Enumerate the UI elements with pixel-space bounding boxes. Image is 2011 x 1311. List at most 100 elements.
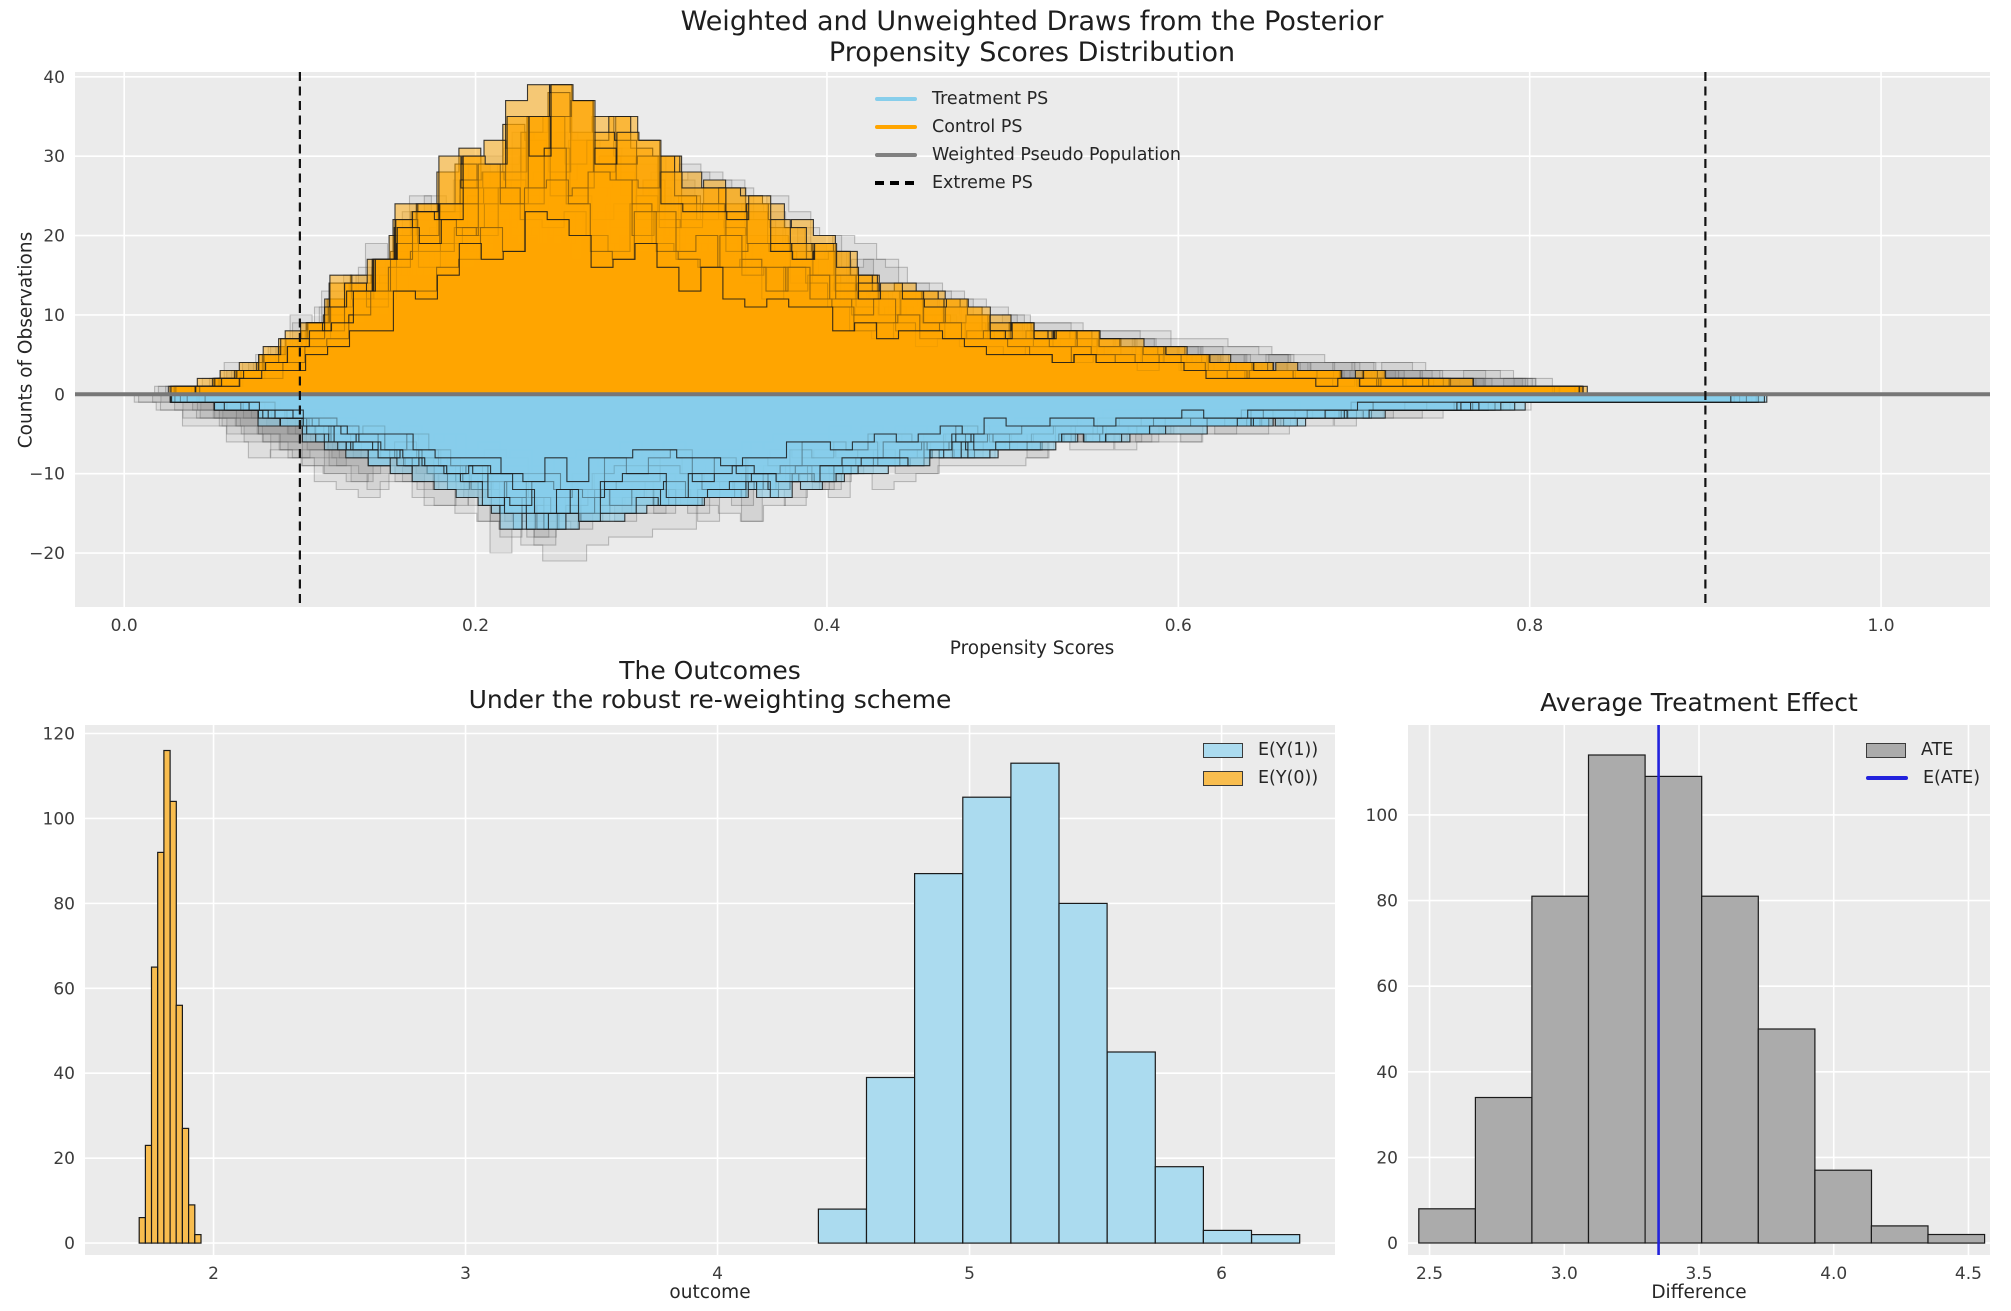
- top-chart-xlabel: Propensity Scores: [949, 638, 1115, 659]
- legend-patch-swatch: [1203, 770, 1243, 786]
- legend-label: Treatment PS: [932, 89, 1049, 109]
- outcomes-chart-legend: E(Y(1)) E(Y(0)): [1203, 736, 1318, 792]
- legend-item: Control PS: [875, 113, 1181, 141]
- y-tick-label: 60: [1376, 977, 1398, 997]
- e-y-1--bar: [1106, 1051, 1156, 1244]
- top-chart-title-line1: Weighted and Unweighted Draws from the P…: [680, 6, 1384, 37]
- y-tick-label: 40: [53, 1064, 75, 1084]
- x-tick-label: 4: [712, 1264, 723, 1284]
- ate-chart-xlabel: Difference: [1651, 1282, 1747, 1303]
- y-tick-label: 40: [1376, 1063, 1398, 1083]
- e-y-1--bar: [1202, 1229, 1253, 1244]
- legend-item: ATE: [1866, 736, 1980, 764]
- x-tick-label: 5: [964, 1264, 975, 1284]
- e-y-0--bar: [188, 1204, 196, 1244]
- legend-dashed-line-swatch: [875, 181, 917, 185]
- y-tick-label: −20: [29, 544, 65, 564]
- e-y-1--bar: [1154, 1166, 1205, 1244]
- x-tick-label: 2.5: [1416, 1264, 1443, 1284]
- page-title: Weighted and Unweighted Draws from the P…: [681, 6, 1384, 68]
- legend-label: Control PS: [932, 117, 1023, 137]
- y-tick-label: 60: [53, 979, 75, 999]
- treatment-ps-histogram-draw: [171, 393, 1732, 483]
- e-y-0--bar: [150, 966, 159, 1244]
- ate-chart-legend: ATE E(ATE): [1866, 736, 1980, 792]
- ate-bar: [1474, 1096, 1533, 1244]
- e-y-0--bar: [175, 1004, 183, 1244]
- e-y-0--bar: [138, 1216, 146, 1244]
- ate-bar: [1870, 1225, 1929, 1244]
- y-tick-label: 0: [1387, 1234, 1398, 1254]
- ate-bar: [1814, 1169, 1873, 1244]
- x-tick-label: 0.6: [1165, 616, 1192, 636]
- legend-label: E(ATE): [1923, 768, 1981, 788]
- e-y-1--bar: [817, 1208, 868, 1244]
- y-tick-label: 10: [43, 306, 65, 326]
- ate-bar: [1587, 754, 1646, 1244]
- x-tick-label: 6: [1216, 1264, 1227, 1284]
- legend-label: E(Y(0)): [1258, 768, 1319, 788]
- legend-label: ATE: [1921, 740, 1954, 760]
- y-tick-label: 100: [43, 809, 75, 829]
- y-tick-label: 120: [43, 724, 75, 744]
- ate-chart-title: Average Treatment Effect: [1540, 688, 1858, 717]
- e-y-1--bar: [865, 1076, 916, 1244]
- x-tick-label: 3: [460, 1264, 471, 1284]
- ate-bar: [1531, 895, 1590, 1244]
- e-y-0--bar: [194, 1233, 202, 1244]
- ate-bar: [1644, 775, 1703, 1244]
- ate-bar: [1418, 1208, 1477, 1244]
- legend-line-swatch: [875, 97, 917, 101]
- ate-title-line1: Average Treatment Effect: [1540, 688, 1858, 717]
- e-y-1--bar: [962, 796, 1012, 1244]
- control-ps-histogram-draw: [195, 211, 1580, 395]
- x-tick-label: 3.0: [1551, 1264, 1578, 1284]
- legend-label: Extreme PS: [932, 173, 1033, 193]
- x-tick-label: 2: [208, 1264, 219, 1284]
- outcomes-title-line2: Under the robust re-weighting scheme: [468, 685, 952, 714]
- e-y-0--bar: [169, 800, 177, 1244]
- y-tick-label: 20: [43, 227, 65, 247]
- legend-label: Weighted Pseudo Population: [932, 145, 1181, 165]
- e-y-0--bar: [181, 1127, 190, 1244]
- x-tick-label: 0.2: [462, 616, 489, 636]
- e-y-1--bar: [1058, 902, 1108, 1244]
- x-tick-label: 4.5: [1955, 1264, 1982, 1284]
- y-tick-label: 20: [53, 1149, 75, 1169]
- ate-bar: [1927, 1233, 1986, 1244]
- legend-item: E(ATE): [1866, 764, 1980, 792]
- y-tick-label: 0: [54, 385, 65, 405]
- y-tick-label: 80: [1376, 892, 1398, 912]
- y-tick-label: 100: [1366, 806, 1398, 826]
- x-tick-label: 4.0: [1820, 1264, 1847, 1284]
- legend-patch-swatch: [1866, 742, 1906, 758]
- legend-line-swatch: [1866, 776, 1908, 780]
- legend-line-swatch: [875, 125, 917, 129]
- y-tick-label: −10: [29, 465, 65, 485]
- top-chart-title-line2: Propensity Scores Distribution: [828, 37, 1236, 68]
- x-tick-label: 0.0: [111, 616, 138, 636]
- e-y-0--bar: [163, 749, 171, 1244]
- legend-patch-swatch: [1203, 742, 1243, 758]
- top-chart-ylabel: Counts of Observations: [15, 231, 37, 449]
- e-y-0--bar: [157, 851, 165, 1244]
- legend-label: E(Y(1)): [1258, 740, 1319, 760]
- outcomes-chart-xlabel: outcome: [669, 1282, 751, 1303]
- y-tick-label: 0: [64, 1234, 75, 1254]
- y-tick-label: 30: [43, 147, 65, 167]
- e-y-1--bar: [1010, 762, 1060, 1244]
- legend-item: Treatment PS: [875, 85, 1181, 113]
- outcomes-title-line1: The Outcomes: [619, 656, 801, 685]
- e-y-1--bar: [1250, 1233, 1301, 1244]
- x-tick-label: 0.4: [813, 616, 840, 636]
- e-y-1--bar: [913, 872, 964, 1244]
- legend-item: E(Y(0)): [1203, 764, 1318, 792]
- y-tick-label: 40: [43, 68, 65, 88]
- x-tick-label: 1.0: [1868, 616, 1895, 636]
- legend-item: E(Y(1)): [1203, 736, 1318, 764]
- ate-bar: [1757, 1028, 1816, 1244]
- y-tick-label: 80: [53, 894, 75, 914]
- top-chart-legend: Treatment PS Control PS Weighted Pseudo Po…: [875, 85, 1181, 197]
